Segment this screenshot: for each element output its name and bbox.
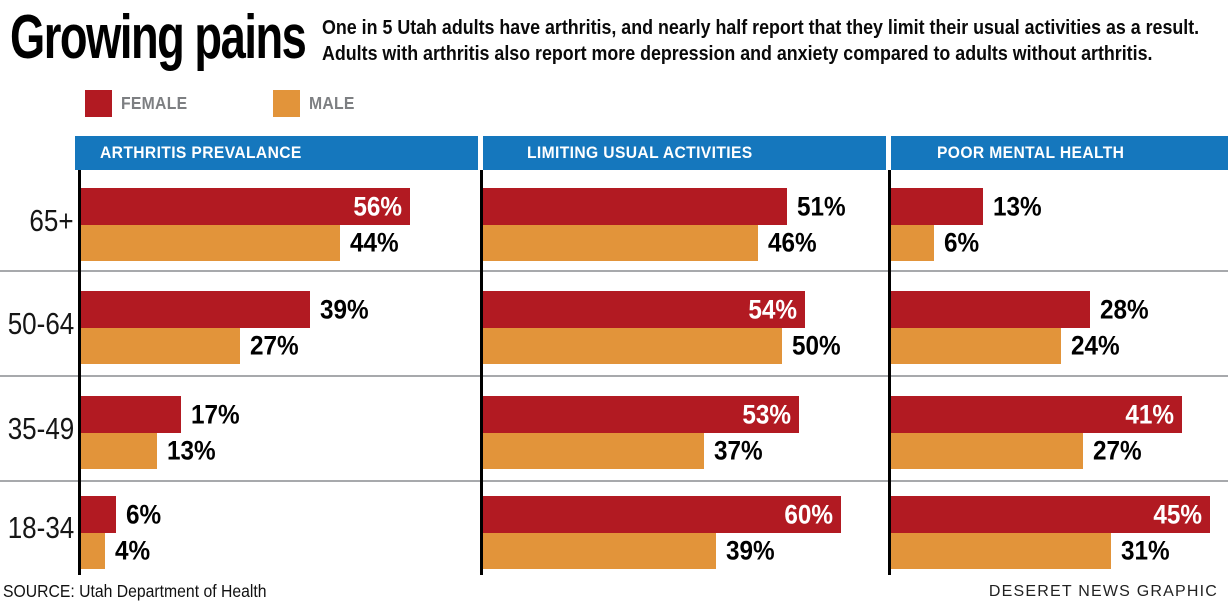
panel-header-title: LIMITING USUAL ACTIVITIES	[527, 143, 753, 162]
bar-value-label: 24%	[1071, 330, 1120, 361]
legend-item-male: MALE	[273, 90, 360, 117]
age-group-text: 35-49	[7, 410, 74, 446]
male-bar: 39%	[483, 533, 774, 569]
bar-value-label: 6%	[943, 227, 979, 258]
male-bar: 44%	[81, 225, 398, 261]
male-bar: 27%	[81, 328, 298, 364]
page-title: Growing pains	[10, 3, 307, 72]
male-bar: 24%	[891, 328, 1120, 364]
female-swatch-icon	[85, 90, 112, 117]
male-swatch-icon	[273, 90, 300, 117]
bar-value-label: 51%	[797, 191, 847, 221]
age-group-label: 65+	[0, 170, 74, 271]
female-bar: 45%	[891, 496, 1211, 533]
row-separator	[0, 375, 1228, 377]
bar-value-label: 31%	[1120, 535, 1170, 566]
male-legend-label: MALE	[309, 93, 355, 113]
panel-cell: 41% 27%	[888, 376, 1228, 481]
bar-value-label: 54%	[748, 294, 798, 324]
row-separator	[0, 270, 1228, 272]
bar-value-label: 37%	[713, 435, 763, 466]
panel-header-title: ARTHRITIS PREVALANCE	[100, 143, 302, 162]
bar-value-label: 46%	[767, 227, 817, 258]
age-group-label: 18-34	[0, 481, 74, 575]
bar-value-label: 13%	[993, 191, 1042, 221]
panel-cell: 56% 44%	[78, 170, 478, 271]
female-bar: 13%	[891, 188, 1042, 225]
male-bar: 27%	[891, 433, 1141, 469]
male-bar: 13%	[81, 433, 216, 469]
male-bar: 6%	[891, 225, 979, 261]
panel-header-title: POOR MENTAL HEALTH	[937, 143, 1125, 162]
source-note: SOURCE: Utah Department of Health	[3, 581, 267, 601]
row-separator	[0, 480, 1228, 482]
panel-header: LIMITING USUAL ACTIVITIES	[483, 136, 886, 170]
bar-value-label: 13%	[167, 435, 217, 466]
panel-cell: 45% 31%	[888, 481, 1228, 575]
bar-value-label: 60%	[784, 499, 834, 529]
panel-cell: 53% 37%	[480, 376, 886, 481]
bar-value-label: 27%	[1092, 435, 1142, 466]
panel-cell: 39% 27%	[78, 271, 478, 376]
female-bar: 28%	[891, 291, 1148, 328]
bar-value-label: 44%	[349, 227, 399, 258]
age-group-text: 65+	[29, 202, 74, 238]
chart-row: 18-34 6% 4% 60% 39% 45% 31%	[0, 481, 1228, 575]
bar-value-label: 50%	[791, 330, 841, 361]
female-bar: 41%	[891, 396, 1182, 433]
male-bar: 31%	[891, 533, 1170, 569]
female-bar: 6%	[81, 496, 161, 533]
bar-value-label: 41%	[1125, 399, 1174, 429]
bar-value-label: 4%	[114, 535, 150, 566]
male-bar: 37%	[483, 433, 763, 469]
bar-value-label: 27%	[249, 330, 299, 361]
male-bar: 4%	[81, 533, 150, 569]
female-bar: 56%	[81, 188, 411, 225]
age-group-text: 18-34	[7, 510, 74, 545]
female-legend-label: FEMALE	[121, 93, 188, 113]
female-bar: 60%	[483, 496, 842, 533]
panel-cell: 17% 13%	[78, 376, 478, 481]
panel-cell: 6% 4%	[78, 481, 478, 575]
chart-row: 65+ 56% 44% 51% 46% 13% 6%	[0, 170, 1228, 271]
chart-row: 35-49 17% 13% 53% 37% 41% 27%	[0, 376, 1228, 481]
bar-value-label: 53%	[742, 399, 792, 429]
bar-value-label: 28%	[1099, 294, 1149, 324]
panel-cell: 13% 6%	[888, 170, 1228, 271]
male-bar: 46%	[483, 225, 816, 261]
panel-cell: 28% 24%	[888, 271, 1228, 376]
panel-header: POOR MENTAL HEALTH	[891, 136, 1228, 170]
subtitle-line-2: Adults with arthritis also report more d…	[322, 42, 1153, 65]
age-group-label: 50-64	[0, 271, 74, 376]
female-bar: 17%	[81, 396, 240, 433]
bar-value-label: 56%	[353, 191, 403, 221]
chart-row: 50-64 39% 27% 54% 50% 28% 24%	[0, 271, 1228, 376]
female-bar: 53%	[483, 396, 800, 433]
age-group-label: 35-49	[0, 376, 74, 481]
graphic-credit: DESERET NEWS GRAPHIC	[988, 583, 1218, 600]
subtitle-line-1: One in 5 Utah adults have arthritis, and…	[322, 16, 1200, 39]
panel-cell: 51% 46%	[480, 170, 886, 271]
bar-value-label: 17%	[190, 399, 240, 429]
panel-cell: 60% 39%	[480, 481, 886, 575]
bar-value-label: 6%	[126, 499, 162, 529]
female-bar: 54%	[483, 291, 806, 328]
legend-item-female: FEMALE	[85, 90, 195, 117]
female-bar: 39%	[81, 291, 369, 328]
bar-value-label: 39%	[320, 294, 370, 324]
subtitle: One in 5 Utah adults have arthritis, and…	[322, 15, 1199, 67]
age-group-text: 50-64	[7, 305, 74, 341]
female-bar: 51%	[483, 188, 846, 225]
bar-value-label: 39%	[725, 535, 775, 566]
bar-value-label: 45%	[1153, 499, 1203, 529]
male-bar: 50%	[483, 328, 840, 364]
panel-header: ARTHRITIS PREVALANCE	[75, 136, 478, 170]
panel-cell: 54% 50%	[480, 271, 886, 376]
